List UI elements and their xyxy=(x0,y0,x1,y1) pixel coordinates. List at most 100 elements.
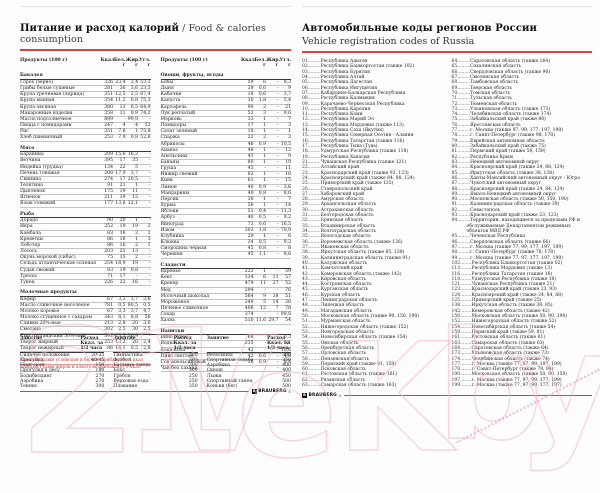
region-name: Орловская область xyxy=(320,351,366,357)
table-row: Молоко коровье 67 3,3 3,7 4,7 xyxy=(20,309,151,316)
region-code: 29......... xyxy=(302,202,321,208)
table-row: Сок апельсиновый 36 0,9 -8,4 xyxy=(160,359,291,366)
food-name: Телятина xyxy=(20,182,44,188)
region-name: Краснодарский край (также 93, 123) xyxy=(320,170,409,176)
region-name: Иркутская область (также 38, 85) xyxy=(471,303,553,309)
page-title-ru: Питание и расход калорий xyxy=(20,23,180,34)
food-value: 177 xyxy=(104,201,113,207)
food-name: Макаронные изделия xyxy=(20,110,73,116)
list-item: 50.........Московская область (также 90,… xyxy=(302,314,443,319)
region-code: 96......... xyxy=(451,239,471,245)
food-sections: Бакалея Горох (зерно) 326 23,4 2,4 53,1 Грибы … xyxy=(20,73,151,353)
food-value: 8,1 xyxy=(118,315,126,321)
table-row: Молоко сгущенное с сахаром 343 8,1 8,8 56 xyxy=(20,315,151,322)
region-code: 199........ xyxy=(451,383,472,389)
food-name: Молочный шоколад xyxy=(160,293,210,299)
region-name: Ханты-Мансийский автономный округ - Югра xyxy=(470,175,580,181)
list-item: 25.........Приморский край (также 125) xyxy=(302,181,443,186)
food-value: 0,9 xyxy=(258,359,266,365)
region-code: 04......... xyxy=(302,74,321,80)
food-name: Творог жирный xyxy=(20,339,58,345)
food-section: Сладости Варенье 222 1-59 Кекс 334 6 11 57 Крекер… xyxy=(160,263,291,325)
food-value: 13 xyxy=(132,249,138,255)
region-code: 14......... xyxy=(302,128,321,134)
food-name: Бананы xyxy=(160,160,180,165)
region-code: 152........ xyxy=(451,319,472,325)
food-value: - xyxy=(276,269,279,275)
list-item: 56.........Оренбургская область xyxy=(302,346,443,351)
header-products: Продукты (100 г) xyxy=(20,58,68,63)
region-name: г. Москва (также 77, 97, 99, 177, 197) xyxy=(471,383,562,389)
region-name: Удмуртская Республика (также 118) xyxy=(320,149,409,155)
region-code: 161........ xyxy=(451,335,472,341)
table-row: Плавание 350 xyxy=(113,384,197,389)
region-code: 76......... xyxy=(451,122,471,128)
list-item: 05.........Республика Дагестан xyxy=(302,80,443,85)
region-name: г. Санкт-Петербург (также 78, 98) xyxy=(471,367,554,373)
food-name: Ветчина xyxy=(20,158,41,164)
region-code: 03......... xyxy=(302,69,321,75)
list-item: 77.........г. Москва (также 97, 99, 177,… xyxy=(452,128,593,133)
food-value: 46 xyxy=(247,141,254,147)
region-code: 24......... xyxy=(302,175,321,181)
bottom-rule xyxy=(344,394,592,397)
list-item: 15.........Республика Северная Осетия - … xyxy=(302,133,443,138)
region-code: 31......... xyxy=(302,213,321,219)
activity-name: Сидячее положение xyxy=(20,352,70,358)
food-value: 2,5 xyxy=(130,92,138,98)
food-name: Печень говяжья xyxy=(20,170,60,176)
food-value: 2 xyxy=(135,230,138,236)
region-name: Омская область xyxy=(320,340,359,346)
region-code: 42......... xyxy=(302,271,321,277)
food-value: 75 xyxy=(107,255,113,261)
table-row: Коньки (бег) 500 xyxy=(207,384,291,389)
food-name: Креветки xyxy=(20,236,43,242)
region-name: Чукотский автономный округ xyxy=(470,181,542,187)
food-name: Абрикосы xyxy=(160,141,185,147)
activity-kcal: 270 xyxy=(95,373,105,379)
region-name: Забайкальский край (также 75) xyxy=(470,144,546,149)
region-code: 54......... xyxy=(302,335,321,341)
list-item: 161........Ростовская область (также 61) xyxy=(452,335,593,340)
region-name: Кировская область xyxy=(320,276,366,282)
food-section-header: Бакалея xyxy=(20,73,151,80)
food-value: 203 xyxy=(104,249,113,255)
food-value: - xyxy=(276,166,279,172)
food-value: 14 xyxy=(285,203,291,209)
list-item: 73.........Ульяновская область (также 17… xyxy=(452,107,593,112)
region-code: 52......... xyxy=(302,324,321,330)
food-name: Кефир xyxy=(20,296,36,302)
list-item: 91.........Калининградская область (такж… xyxy=(452,202,593,207)
food-value: 19 xyxy=(119,195,126,201)
table-row: Груша 45- -11 xyxy=(160,166,291,173)
food-value: - xyxy=(276,135,279,141)
region-code: 35......... xyxy=(302,234,321,240)
food-value: 253 xyxy=(104,339,113,345)
food-value: 61 xyxy=(247,178,254,184)
region-name: г. Санкт-Петербург (также 78, 178) xyxy=(470,250,555,256)
list-item: 36.........Воронежская область (также 13… xyxy=(302,240,443,245)
region-name: Республика Марий Эл xyxy=(320,117,374,123)
footnotes: Каждый грамм углеводов и белков прибавля… xyxy=(20,358,151,373)
food-value: 1 xyxy=(263,233,266,239)
food-value: 1,8 xyxy=(258,227,266,233)
food-value: 351 xyxy=(104,92,113,98)
food-name: Лимон xyxy=(160,184,177,190)
food-value: 2,5 xyxy=(143,327,151,333)
activity-name: Прогулка в лесу xyxy=(20,368,60,374)
activity-kcal: 350 xyxy=(282,358,291,364)
food-value: - xyxy=(276,203,279,209)
brand-name: BRAUBERG xyxy=(308,393,337,398)
header-carbs: Угл. г xyxy=(139,58,151,69)
region-code: 19......... xyxy=(302,154,321,160)
table-row: Баранина 209 15,6 16,3 - xyxy=(20,152,151,159)
header-kcal: Ккал. xyxy=(100,58,116,63)
food-value: - xyxy=(148,273,151,279)
region-code: 92......... xyxy=(451,207,471,213)
region-name: Тверская область xyxy=(470,85,512,91)
activity-name: Велосипед xyxy=(206,352,233,358)
list-item: 150........Московская область (также 50,… xyxy=(452,314,593,319)
list-item: 13.........Республика Мордовия (также 11… xyxy=(302,123,443,128)
food-name: Мандарины xyxy=(160,190,190,196)
region-name: Липецкая область xyxy=(320,303,365,309)
